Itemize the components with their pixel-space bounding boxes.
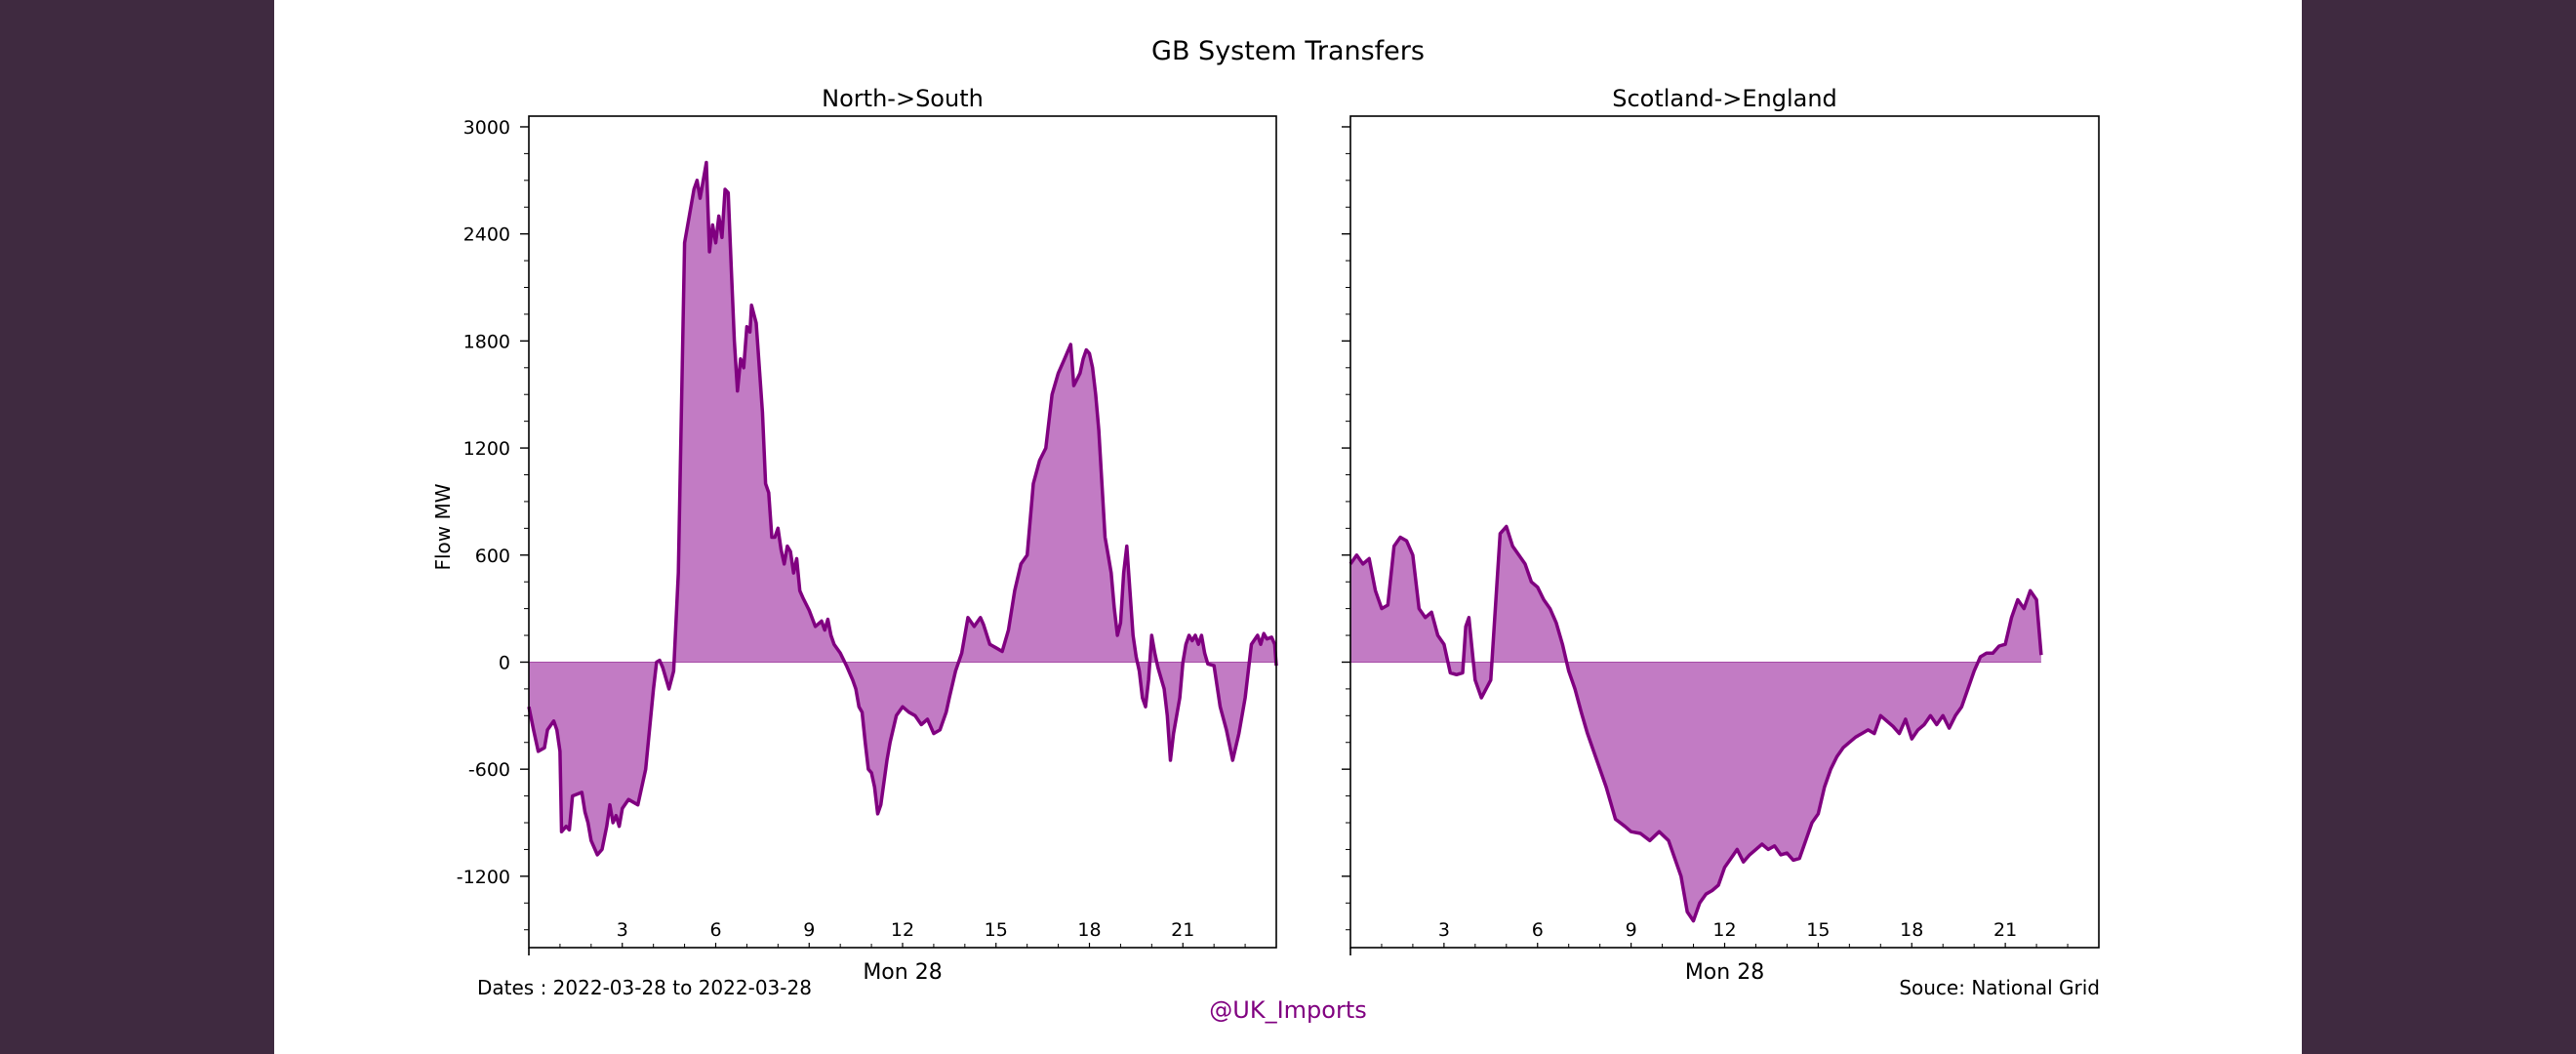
y-tick-label: 600: [475, 546, 510, 567]
chart-north-south: North->South -1200 -600 0 600 1200 1800 2400 300…: [431, 85, 1278, 985]
x-tick-label: 21: [1171, 919, 1194, 941]
dates-caption: Dates : 2022-03-28 to 2022-03-28: [477, 976, 812, 999]
x-tick-label: 21: [1993, 919, 2017, 941]
x-tick-label: 18: [1900, 919, 1923, 941]
series-line: [527, 160, 1278, 857]
y-tick-label: -600: [468, 759, 510, 781]
x-tick-label: 6: [1532, 919, 1544, 941]
chart-title: Scotland->England: [1612, 85, 1837, 112]
series-line: [1348, 524, 2043, 923]
x-tick-label: 3: [617, 919, 628, 941]
credit-handle: @UK_Imports: [1209, 996, 1366, 1024]
y-tick-label: 1800: [463, 331, 510, 352]
x-tick-label: 15: [985, 919, 1008, 941]
area-fill: [1350, 526, 2041, 921]
x-tick-label: 12: [1712, 919, 1736, 941]
y-tick-label: 0: [499, 652, 510, 673]
y-tick-label: 1200: [463, 438, 510, 460]
x-tick-label: 9: [1626, 919, 1637, 941]
figure-panel: [274, 0, 2302, 1054]
x-tick-label: 12: [891, 919, 914, 941]
x-axis-label: Mon 28: [863, 960, 942, 985]
chart-title: North->South: [822, 85, 984, 112]
x-tick-label: 9: [803, 919, 815, 941]
area-fill: [529, 162, 1276, 855]
y-tick-label: -1200: [457, 867, 510, 888]
source-caption: Souce: National Grid: [1899, 976, 2100, 999]
chart-scotland-england: Scotland->England 3 6 9 12 15 18 21 Mon 28: [1342, 85, 2100, 985]
y-tick-label: 3000: [463, 117, 510, 139]
y-axis-label: Flow MW: [431, 483, 455, 570]
axes-frame: [528, 115, 1277, 949]
figure-title: GB System Transfers: [1151, 36, 1425, 66]
y-tick-label: 2400: [463, 224, 510, 246]
x-tick-label: 15: [1806, 919, 1830, 941]
x-tick-label: 3: [1438, 919, 1450, 941]
x-axis-label: Mon 28: [1685, 960, 1764, 985]
x-tick-label: 18: [1077, 919, 1101, 941]
x-tick-label: 6: [709, 919, 721, 941]
